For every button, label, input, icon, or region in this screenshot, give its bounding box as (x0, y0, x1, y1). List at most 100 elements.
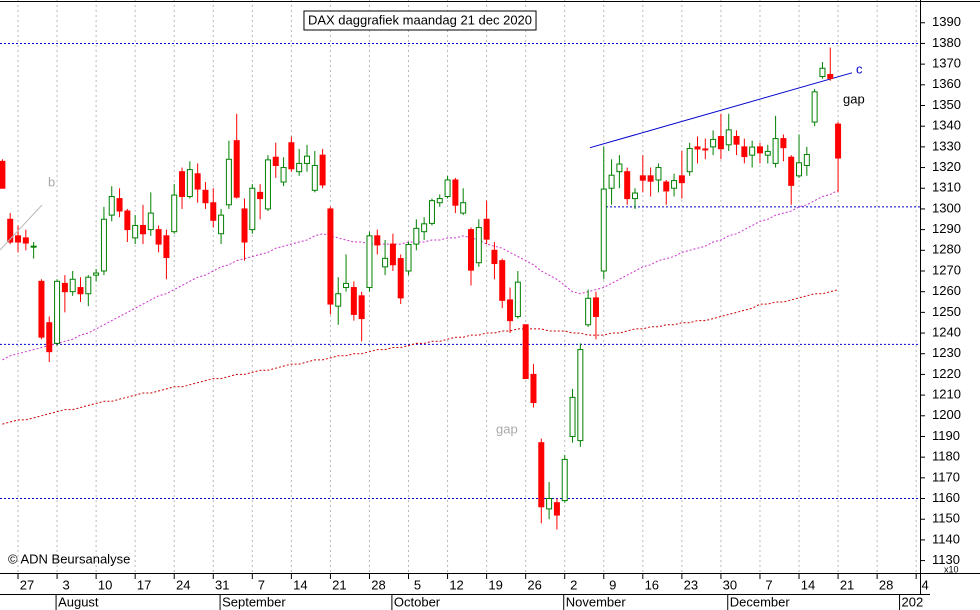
y-tick-label: 1240 (932, 324, 961, 339)
y-tick-label: 1320 (932, 159, 961, 174)
candle-body (577, 349, 584, 442)
x-tick-label: 7 (765, 577, 772, 592)
x-tick-label: 19 (488, 577, 502, 592)
trend-line (589, 72, 853, 149)
candle-body (69, 278, 76, 293)
x-tick-label: 2 (570, 577, 577, 592)
candle-body (460, 202, 467, 214)
y-multiplier: x10 (944, 564, 959, 574)
candle-body (350, 287, 357, 315)
candle-body (116, 198, 123, 212)
x-tick-label: 14 (801, 577, 815, 592)
candle-body (507, 299, 514, 322)
annotation: gap (496, 421, 518, 436)
month-label: August (58, 594, 99, 609)
y-tick-label: 1310 (932, 180, 961, 195)
candle-body (38, 280, 45, 338)
candle-body (389, 243, 396, 266)
candle-body (632, 192, 639, 200)
candle-body (0, 160, 6, 189)
candle-body (499, 260, 506, 301)
candle-body (132, 224, 139, 239)
candle-body (163, 235, 170, 259)
candle-body (413, 227, 420, 245)
grid-layer (17, 0, 917, 573)
candle-body (358, 295, 365, 320)
candle-body (756, 146, 763, 154)
x-tick-label: 12 (449, 577, 463, 592)
candle-body (788, 156, 795, 186)
moving-average (2, 289, 839, 425)
candle-body (772, 138, 779, 164)
candle-body (280, 167, 287, 183)
x-tick-label: 7 (258, 577, 265, 592)
candle-body (319, 154, 326, 186)
candle-body (225, 158, 232, 206)
month-label: December (730, 594, 791, 609)
candle-body (171, 194, 178, 233)
candle-body (546, 498, 553, 510)
candle-body (241, 208, 248, 243)
candle-body (296, 162, 303, 173)
candle-body (22, 237, 29, 244)
candle-body (139, 224, 146, 235)
candle-body (741, 146, 748, 158)
annotation: gap (843, 91, 865, 106)
candle-body (592, 297, 599, 317)
candle-body (796, 162, 803, 177)
y-tick-label: 1160 (932, 490, 960, 505)
title-box (303, 10, 537, 31)
title-group: DAX daggrafiek maandag 21 dec 2020 (303, 10, 537, 31)
candle-body (311, 164, 318, 191)
candle-body (514, 281, 521, 317)
candle-body (405, 244, 412, 272)
candle-body (186, 169, 193, 198)
y-tick-label: 1340 (932, 118, 961, 133)
y-tick-label: 1270 (932, 262, 961, 277)
x-tick-label: 4 (922, 577, 929, 592)
candle-body (303, 155, 310, 164)
candle-body (694, 146, 701, 150)
candle-body (85, 276, 92, 295)
candle-body (249, 187, 256, 231)
x-tick-label: 14 (293, 577, 307, 592)
candle-body (835, 123, 842, 159)
candle-body (61, 282, 68, 293)
x-tick-label: 27 (20, 577, 34, 592)
candle-body (803, 154, 810, 166)
candle-body (647, 175, 654, 182)
candle-body (522, 324, 529, 380)
x-tick-label: 10 (98, 577, 112, 592)
annotation: c (856, 61, 863, 76)
y-tick-label: 1170 (932, 469, 960, 484)
candle-body (710, 138, 717, 148)
candle-body (671, 180, 678, 189)
y-tick-label: 1210 (932, 387, 961, 402)
candle-body (147, 212, 154, 231)
y-tick-label: 1200 (932, 407, 961, 422)
y-tick-label: 1360 (932, 76, 961, 91)
y-tick-label: 1300 (932, 200, 961, 215)
candle-body (811, 91, 818, 123)
candle-body (233, 140, 240, 198)
x-tick-label: 28 (371, 577, 385, 592)
candle-body (210, 202, 217, 221)
y-tick-label: 1150 (932, 511, 960, 526)
candle-body (639, 175, 646, 181)
y-tick-label: 1280 (932, 242, 961, 257)
candle-body (553, 502, 560, 516)
y-tick-label: 1140 (932, 531, 960, 546)
y-tick-label: 1190 (932, 428, 960, 443)
candle-body (397, 258, 404, 299)
candle-body (491, 249, 498, 265)
candle-body (655, 167, 662, 181)
candle-body (7, 218, 14, 243)
candle-body (764, 150, 771, 156)
candle-body (218, 214, 225, 235)
month-label: October (394, 594, 441, 609)
candle-body (272, 156, 279, 166)
marks-layer (0, 42, 920, 530)
candle-body (327, 208, 334, 305)
candle-body (733, 136, 740, 145)
